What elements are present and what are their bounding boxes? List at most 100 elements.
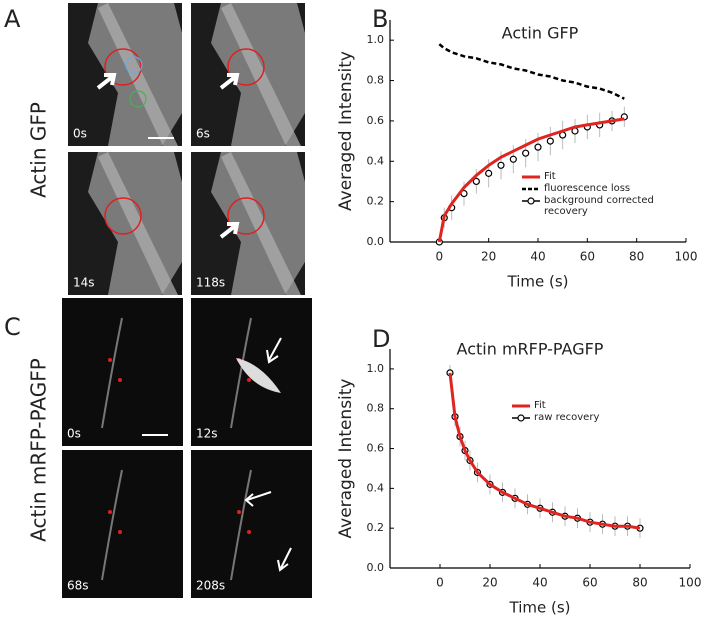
y-axis-title: Averaged Intensity	[336, 51, 356, 211]
panel-letter: C	[4, 313, 21, 341]
chart-title: Actin mRFP-PAGFP	[457, 340, 604, 359]
legend-entry: Fit	[534, 400, 546, 411]
bright-region	[236, 358, 281, 393]
panel-letter: A	[4, 5, 21, 33]
actin-streak	[98, 152, 178, 295]
legend-label: fluorescence loss	[544, 183, 631, 194]
frame-time-label: 68s	[67, 579, 89, 593]
roi-dot	[237, 510, 241, 514]
legend-label: Fit	[534, 400, 546, 411]
roi-circle	[125, 56, 143, 74]
dashed-line	[438, 43, 625, 100]
data-point	[522, 149, 530, 157]
roi-dot	[118, 378, 122, 382]
arrow	[266, 337, 282, 364]
fit-line	[448, 372, 641, 530]
roi-dot	[247, 378, 251, 382]
y-tick-label: 0.0	[367, 235, 385, 248]
roi-circle	[104, 48, 142, 86]
y-tick-label: 0.8	[367, 74, 385, 87]
roi-dot	[247, 530, 251, 534]
image-frame: 6s	[191, 3, 305, 146]
y-tick-label: 1.0	[367, 362, 385, 375]
frame-time-label: 12s	[196, 427, 218, 441]
actin-streak	[230, 469, 252, 581]
legend-entry: raw recovery	[534, 412, 600, 423]
y-tick-label: 0.2	[367, 521, 385, 534]
arrow	[219, 73, 240, 90]
x-tick-label: 60	[582, 576, 597, 590]
x-tick-label: 60	[580, 250, 595, 264]
data-point	[497, 161, 505, 169]
frame-time-label: 118s	[196, 276, 225, 290]
frame-time-label: 14s	[73, 276, 95, 290]
roi-dot	[118, 530, 122, 534]
y-axis-title: Averaged Intensity	[336, 379, 356, 539]
legend-swatch	[517, 414, 525, 422]
y-tick-label: 0.0	[367, 561, 385, 574]
x-tick-label: 20	[481, 250, 496, 264]
y-tick-label: 0.6	[367, 114, 385, 127]
data-point	[509, 155, 517, 163]
legend-entry: fluorescence loss	[544, 183, 631, 194]
legend-label: raw recovery	[534, 412, 600, 423]
data-point	[534, 143, 542, 151]
image-frame: 0s	[62, 298, 183, 446]
image-frame: 14s	[68, 152, 182, 295]
image-frame: 208s	[191, 450, 312, 598]
legend-label: background corrected recovery	[544, 195, 654, 217]
x-tick-label: 0	[436, 250, 444, 264]
roi-dot	[108, 510, 112, 514]
frame-time-label: 6s	[196, 127, 210, 141]
x-tick-label: 80	[629, 250, 644, 264]
x-tick-label: 80	[632, 576, 647, 590]
x-tick-label: 20	[482, 576, 497, 590]
chart-title: Actin GFP	[502, 24, 579, 43]
legend-entry: Fit	[544, 171, 556, 182]
frame-time-label: 0s	[73, 127, 87, 141]
y-tick-label: 0.4	[367, 481, 385, 494]
roi-circle	[129, 90, 147, 108]
roi-dot	[108, 358, 112, 362]
actin-streak	[101, 469, 123, 581]
panel-letter: D	[372, 325, 390, 353]
panel-label: Actin GFP	[27, 102, 51, 198]
image-frame: 12s	[191, 298, 312, 446]
image-frame: 0s	[68, 3, 182, 146]
y-tick-label: 0.2	[367, 195, 385, 208]
actin-streak	[221, 3, 301, 146]
y-tick-label: 0.4	[367, 154, 385, 167]
panel-label: Actin mRFP-PAGFP	[27, 358, 51, 542]
arrow	[96, 73, 117, 90]
frame-time-label: 0s	[67, 427, 81, 441]
legend-swatch	[527, 197, 535, 205]
actin-streak	[101, 317, 123, 429]
panel-letter: B	[372, 5, 388, 33]
legend-label: Fit	[544, 171, 556, 182]
x-axis-title: Time (s)	[509, 599, 571, 617]
image-background	[62, 298, 183, 446]
actin-streak	[221, 152, 301, 295]
data-point	[485, 169, 493, 177]
roi-circle	[104, 197, 142, 235]
x-tick-label: 100	[675, 250, 698, 264]
data-point	[472, 177, 480, 186]
fit-line	[437, 117, 625, 243]
arrow	[219, 222, 240, 239]
actin-streak	[98, 3, 178, 146]
image-frame: 68s	[62, 450, 183, 598]
legend-entry: background corrected recovery	[544, 195, 654, 217]
image-background	[191, 450, 312, 598]
roi-circle	[227, 197, 265, 235]
y-tick-label: 0.8	[367, 402, 385, 415]
x-tick-label: 0	[436, 576, 444, 590]
image-background	[62, 450, 183, 598]
arrow	[277, 547, 292, 572]
x-axis-title: Time (s)	[507, 273, 569, 291]
data-point	[546, 137, 554, 145]
y-tick-label: 0.6	[367, 442, 385, 455]
roi-circle	[227, 48, 265, 86]
actin-streak	[230, 317, 252, 429]
y-tick-label: 1.0	[367, 33, 385, 46]
